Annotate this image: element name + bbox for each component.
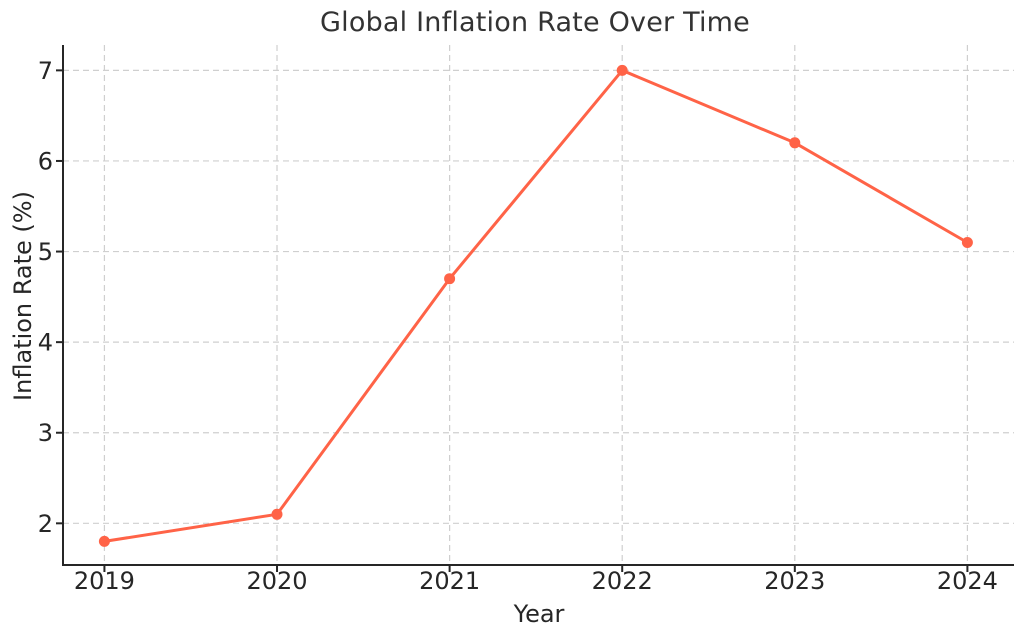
- y-axis-label: Inflation Rate (%): [9, 191, 37, 401]
- data-point: [98, 535, 110, 547]
- x-tick-label: 2022: [592, 567, 653, 595]
- series-line: [102, 68, 969, 543]
- chart-title: Global Inflation Rate Over Time: [320, 7, 750, 38]
- data-point: [789, 137, 801, 149]
- data-point: [616, 64, 628, 76]
- x-axis-label: Year: [513, 600, 565, 628]
- y-tick-label: 6: [38, 147, 53, 175]
- data-point: [271, 508, 283, 520]
- y-tick-label: 7: [38, 57, 53, 85]
- x-tick-label: 2023: [764, 567, 825, 595]
- x-tick-label: 2024: [937, 567, 998, 595]
- y-tick-label: 2: [38, 510, 53, 538]
- y-tick-label: 3: [38, 419, 53, 447]
- data-point: [444, 273, 456, 285]
- y-tick-label: 5: [38, 238, 53, 266]
- x-tick-label: 2020: [246, 567, 307, 595]
- y-tick-label: 4: [38, 329, 53, 357]
- x-tick-label: 2019: [74, 567, 135, 595]
- x-tick-label: 2021: [419, 567, 480, 595]
- data-point: [961, 237, 973, 248]
